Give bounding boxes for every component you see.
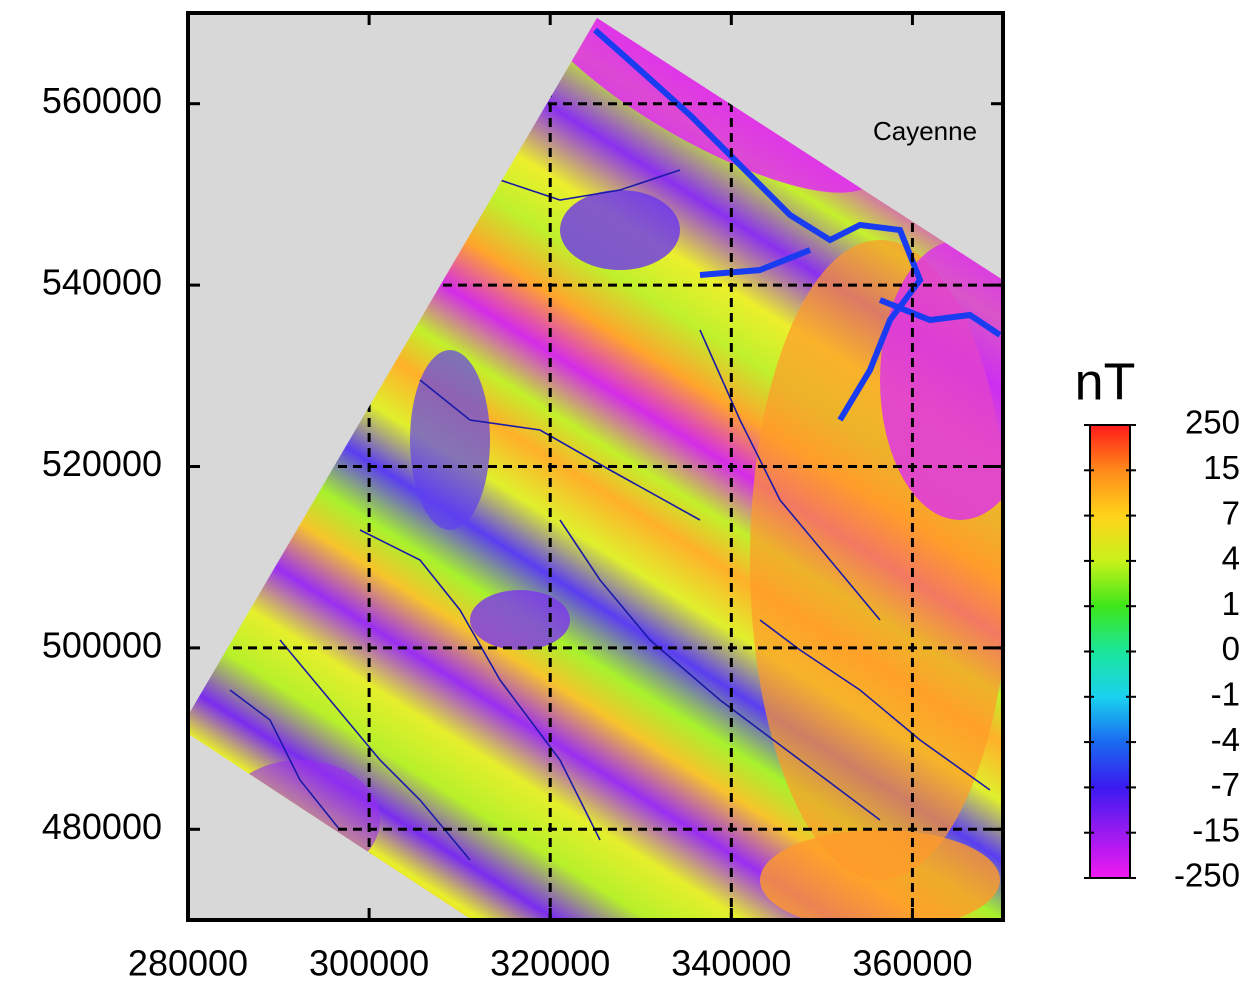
x-tick-label: 280000	[128, 943, 248, 984]
y-tick-label: 480000	[42, 806, 162, 847]
colorbar-tick-label: -15	[1192, 811, 1240, 848]
y-tick-label: 560000	[42, 80, 162, 121]
colorbar-tick-label: -1	[1211, 676, 1240, 713]
colorbar-tick-label: 1	[1222, 585, 1240, 622]
anomaly-patch	[470, 590, 570, 650]
colorbar-tick-label: -4	[1211, 721, 1240, 758]
y-tick-label: 520000	[42, 443, 162, 484]
x-tick-label: 320000	[490, 943, 610, 984]
y-tick-label: 540000	[42, 262, 162, 303]
anomaly-patch	[880, 240, 1040, 520]
x-tick-label: 360000	[852, 943, 972, 984]
map-figure: Cayenne 280000 300000 320000 340000 360000 48…	[0, 0, 1248, 988]
y-tick-label: 500000	[42, 624, 162, 665]
x-tick-label: 340000	[671, 943, 791, 984]
anomaly-patch	[560, 190, 680, 270]
anomaly-patch	[410, 350, 490, 530]
x-tick-label: 300000	[309, 943, 429, 984]
colorbar-tick-label: 7	[1222, 494, 1240, 531]
colorbar-tick-label: -250	[1174, 857, 1240, 894]
colorbar-tick-label: 0	[1222, 630, 1240, 667]
colorbar-tick-label: 15	[1203, 449, 1240, 486]
colorbar	[1090, 425, 1130, 878]
colorbar-tick-label: 4	[1222, 540, 1240, 577]
colorbar-tick-label: -7	[1211, 766, 1240, 803]
colorbar-tick-label: 250	[1185, 404, 1240, 441]
anomaly-patch	[760, 830, 1000, 930]
place-label: Cayenne	[873, 116, 977, 146]
colorbar-title: nT	[1075, 354, 1136, 412]
